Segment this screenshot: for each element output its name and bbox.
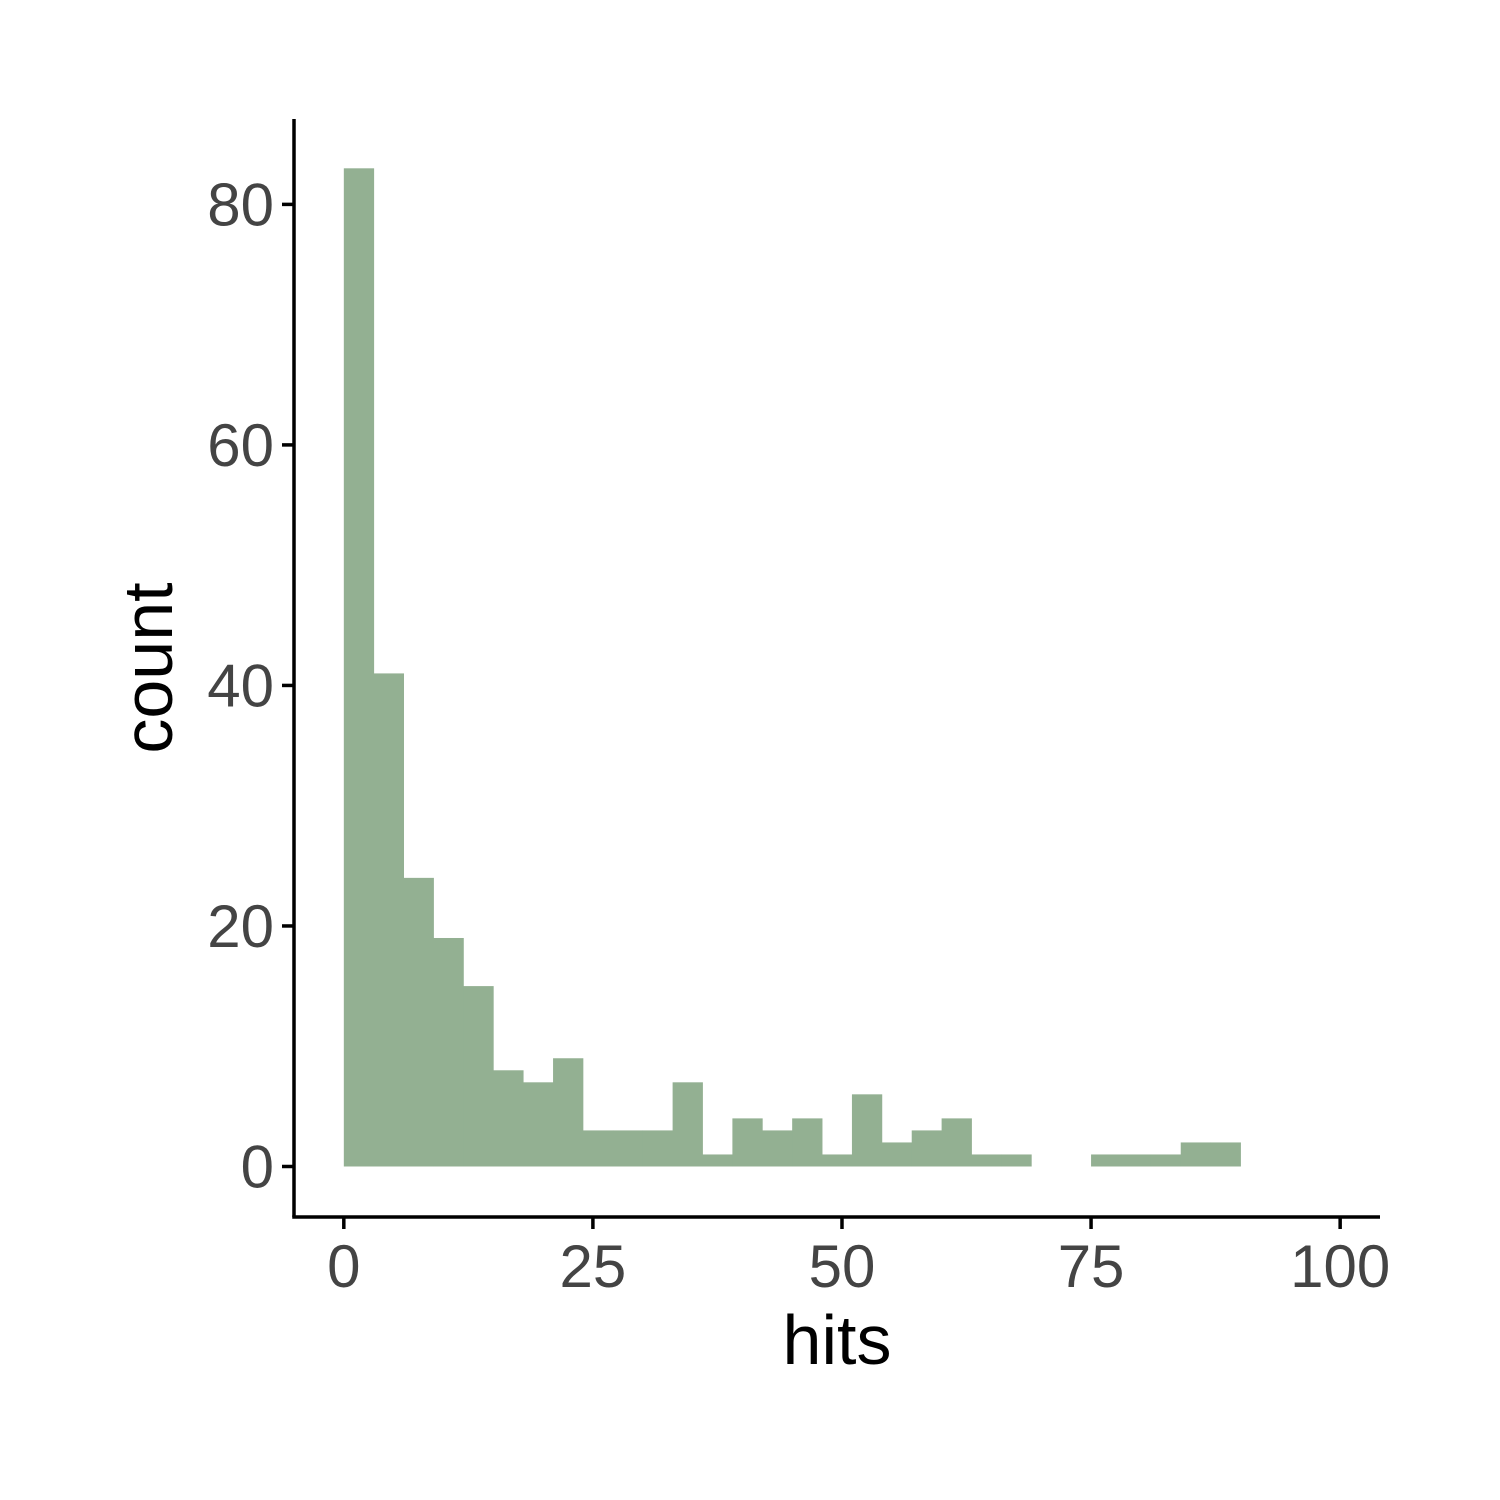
- histogram-bar: [1150, 1154, 1182, 1167]
- x-tick-label: 75: [1058, 1233, 1125, 1300]
- y-tick-label: 20: [207, 893, 274, 960]
- y-tick-label: 60: [207, 412, 274, 479]
- histogram-bar: [463, 986, 494, 1167]
- histogram-bar: [881, 1142, 913, 1167]
- histogram-bar: [642, 1130, 674, 1167]
- histogram-bar: [971, 1154, 1002, 1167]
- x-tick-label: 25: [560, 1233, 627, 1300]
- histogram-bar: [1091, 1154, 1122, 1167]
- histogram-bar: [941, 1118, 972, 1167]
- histogram-bar: [911, 1130, 943, 1167]
- histogram-bar: [612, 1130, 644, 1167]
- x-tick-label: 100: [1290, 1233, 1390, 1300]
- histogram-bar: [792, 1118, 823, 1167]
- histogram-bar: [1180, 1142, 1212, 1167]
- histogram-bar: [493, 1070, 524, 1167]
- y-tick-label: 40: [207, 652, 274, 719]
- histogram-bar: [1210, 1142, 1241, 1167]
- x-axis-ticks: 0 25 50 75 100: [327, 1217, 1390, 1300]
- histogram-bar: [1001, 1154, 1032, 1167]
- histogram-bar: [702, 1154, 733, 1167]
- x-axis-title: hits: [783, 1301, 892, 1379]
- axes: [292, 119, 1380, 1219]
- histogram-bar: [582, 1130, 614, 1167]
- x-tick-label: 0: [327, 1233, 360, 1300]
- y-tick-label: 0: [241, 1133, 274, 1200]
- histogram-bar: [851, 1094, 883, 1167]
- histogram-bar: [822, 1154, 853, 1167]
- y-axis-title: count: [109, 582, 187, 753]
- histogram-bar: [553, 1058, 584, 1167]
- histogram-bar: [373, 673, 404, 1167]
- histogram-bar: [762, 1130, 793, 1167]
- histogram-bar: [523, 1082, 554, 1167]
- histogram-bar: [343, 168, 375, 1167]
- histogram-bar: [672, 1082, 703, 1167]
- histogram-bar: [433, 937, 464, 1167]
- histogram-bars: [343, 168, 1241, 1167]
- y-axis-ticks: 0 20 40 60 80: [207, 171, 294, 1200]
- histogram-bar: [403, 877, 434, 1167]
- x-tick-label: 50: [809, 1233, 876, 1300]
- histogram-bar: [1120, 1154, 1152, 1167]
- y-tick-label: 80: [207, 171, 274, 238]
- histogram-bar: [732, 1118, 763, 1167]
